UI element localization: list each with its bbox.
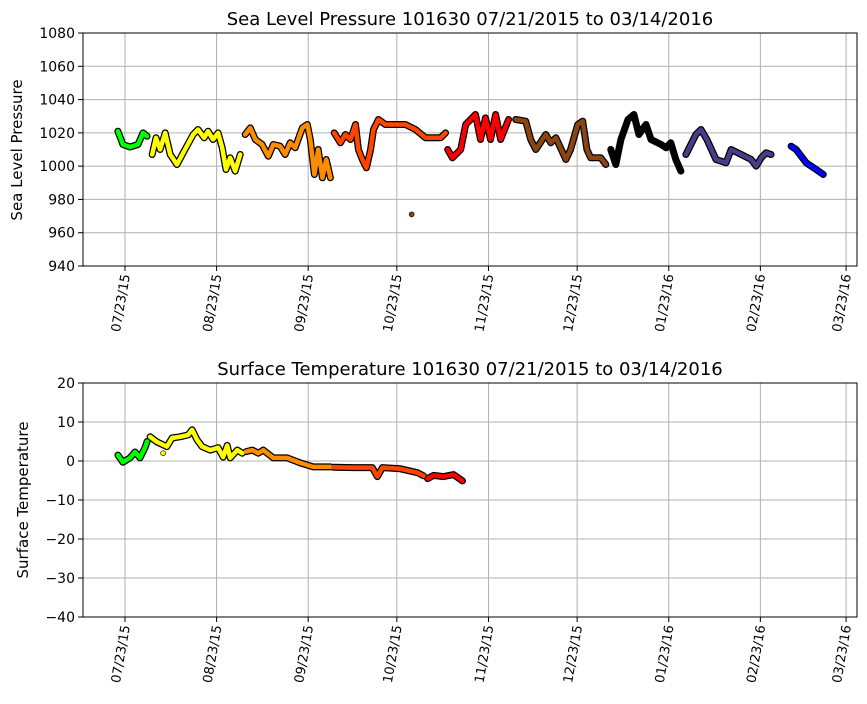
series-line-orangered bbox=[331, 117, 448, 171]
series-line-orange bbox=[243, 447, 333, 470]
chart-title: Sea Level Pressure 101630 07/21/2015 to … bbox=[227, 9, 714, 30]
y-tick-label: 1040 bbox=[39, 93, 75, 109]
y-tick-label: 1000 bbox=[39, 159, 75, 175]
series-line-orange bbox=[242, 122, 333, 181]
outlier-point bbox=[160, 450, 166, 457]
y-axis-label: Surface Temperature bbox=[14, 422, 32, 579]
series-line-black bbox=[608, 112, 684, 174]
series-line-green bbox=[115, 128, 150, 150]
series-line-red bbox=[445, 112, 511, 161]
y-tick-label: 1060 bbox=[39, 59, 75, 75]
y-tick-label: −40 bbox=[45, 610, 75, 626]
series-line-yellow bbox=[149, 127, 243, 174]
series-line-red bbox=[425, 472, 465, 484]
surface-temperature-chart: Surface Temperature 101630 07/21/2015 to… bbox=[14, 359, 858, 684]
series-line-blue bbox=[788, 143, 826, 177]
chart-title: Surface Temperature 101630 07/21/2015 to… bbox=[217, 359, 722, 380]
y-tick-label: −10 bbox=[45, 493, 75, 509]
y-tick-label: 1080 bbox=[39, 26, 75, 42]
y-tick-label: 940 bbox=[48, 259, 75, 275]
y-tick-label: 960 bbox=[48, 226, 75, 242]
y-tick-label: 20 bbox=[57, 376, 75, 392]
y-tick-label: −20 bbox=[45, 532, 75, 548]
y-tick-label: 10 bbox=[57, 415, 75, 431]
y-tick-label: 0 bbox=[66, 454, 75, 470]
plot-frame bbox=[82, 32, 858, 267]
y-axis-label: Sea Level Pressure bbox=[8, 79, 26, 220]
series-line-yellow bbox=[147, 427, 245, 461]
series-line-brown bbox=[513, 117, 609, 167]
y-tick-label: 980 bbox=[48, 192, 75, 208]
y-tick-label: 1020 bbox=[39, 126, 75, 142]
y-tick-label: −30 bbox=[45, 571, 75, 587]
outlier-point bbox=[408, 211, 415, 218]
series-line-green bbox=[115, 439, 150, 465]
series-line-orangered bbox=[331, 464, 426, 479]
series-line-darkslateblue bbox=[683, 127, 774, 169]
